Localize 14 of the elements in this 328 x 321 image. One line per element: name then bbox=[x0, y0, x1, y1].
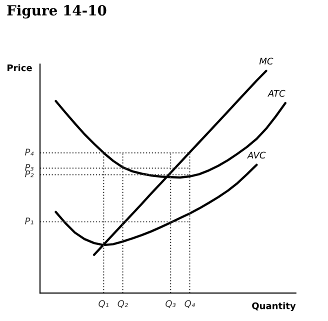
series-label: MC bbox=[259, 58, 274, 65]
series-label: AVC bbox=[247, 152, 266, 159]
chart-title: Figure 14-10 bbox=[7, 4, 106, 18]
ref-line-label: P₁ bbox=[24, 218, 34, 224]
x-tick-label: Q₄ bbox=[184, 300, 195, 308]
x-tick-label: Q₂ bbox=[118, 300, 128, 308]
series-label: ATC bbox=[268, 90, 286, 97]
x-tick-label: Q₁ bbox=[98, 300, 108, 308]
ref-line-label: P₂ bbox=[24, 170, 34, 178]
y-axis-title: Price bbox=[8, 64, 32, 72]
ref-line-label: P₄ bbox=[24, 148, 34, 156]
ref-line-label: P₃ bbox=[24, 164, 34, 171]
x-axis-title: Quantity bbox=[252, 302, 296, 312]
x-tick-label: Q₃ bbox=[166, 300, 176, 308]
